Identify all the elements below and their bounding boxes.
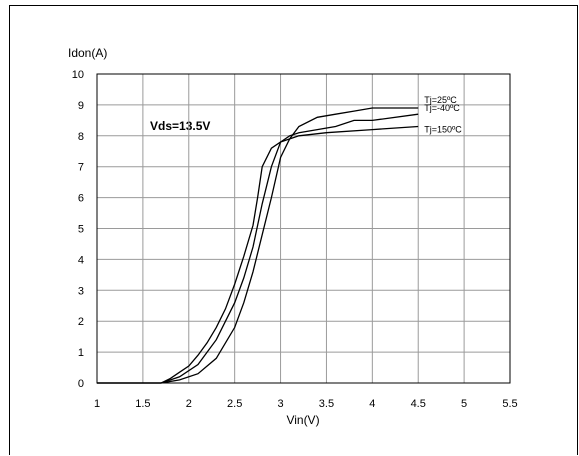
series-label-0: Tj=25ºC (424, 95, 457, 105)
x-tick-label: 2.5 (227, 398, 242, 410)
series-label-1: Tj=-40ºC (424, 103, 460, 113)
y-tick-label: 9 (78, 100, 84, 112)
y-tick-label: 8 (78, 131, 84, 143)
y-tick-label: 5 (78, 224, 84, 236)
x-tick-label: 4.5 (411, 398, 426, 410)
y-tick-label: 1 (78, 347, 84, 359)
chart-frame-top (9, 5, 578, 6)
x-tick-label: 1.5 (135, 398, 150, 410)
x-axis-label: Vin(V) (286, 413, 319, 427)
x-tick-label: 5.5 (502, 398, 517, 410)
y-tick-label: 2 (78, 316, 84, 328)
x-tick-label: 1 (94, 398, 100, 410)
y-tick-label: 4 (78, 254, 84, 266)
x-tick-label: 3 (277, 398, 283, 410)
y-axis-label: Idon(A) (68, 46, 107, 60)
plot-border (96, 73, 511, 384)
x-tick-label: 2 (186, 398, 192, 410)
x-tick-label: 4 (369, 398, 375, 410)
series-lines (97, 107, 419, 384)
grid (96, 73, 511, 384)
series-line-2 (97, 125, 419, 384)
y-tick-label: 6 (78, 193, 84, 205)
condition-annotation: Vds=13.5V (150, 119, 210, 133)
series-line-1 (97, 113, 419, 384)
y-tick-label: 10 (72, 69, 84, 81)
chart-frame (9, 5, 578, 455)
x-tick-label: 5 (461, 398, 467, 410)
x-tick-label: 3.5 (319, 398, 334, 410)
series-line-0 (97, 107, 419, 384)
y-tick-label: 7 (78, 162, 84, 174)
y-tick-label: 0 (78, 378, 84, 390)
y-tick-label: 3 (78, 285, 84, 297)
series-label-2: Tj=150ºC (424, 125, 462, 135)
